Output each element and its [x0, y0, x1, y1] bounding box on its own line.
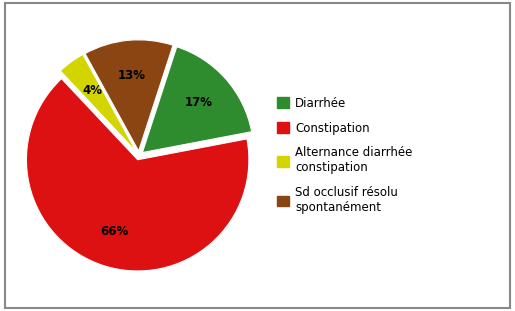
- Wedge shape: [142, 47, 252, 153]
- Legend: Diarrhée, Constipation, Alternance diarrhée
constipation, Sd occlusif résolu
spo: Diarrhée, Constipation, Alternance diarr…: [273, 93, 416, 218]
- Text: 66%: 66%: [100, 225, 128, 238]
- Wedge shape: [26, 79, 249, 271]
- Wedge shape: [85, 40, 173, 151]
- Text: 13%: 13%: [117, 69, 146, 82]
- Wedge shape: [60, 54, 136, 152]
- Text: 4%: 4%: [82, 84, 102, 97]
- Text: 17%: 17%: [185, 96, 213, 109]
